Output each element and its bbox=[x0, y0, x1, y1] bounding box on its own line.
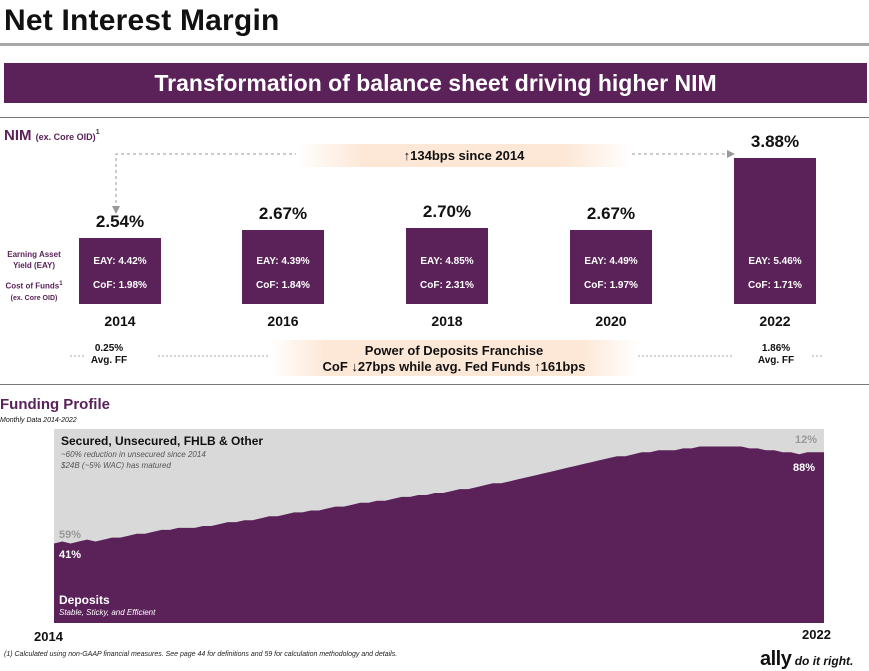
eay-label: EAY: 4.85% bbox=[420, 256, 474, 267]
deposits-callout-line1: Power of Deposits Franchise bbox=[364, 343, 544, 358]
eay-label: EAY: 4.49% bbox=[584, 256, 638, 267]
nim-bar bbox=[406, 228, 488, 304]
nim-bar bbox=[570, 230, 652, 304]
secured-note-1: ~60% reduction in unsecured since 2014 bbox=[61, 450, 206, 459]
nim-value-label: 2.67% bbox=[258, 204, 308, 224]
deposits-series-note: Stable, Sticky, and Efficient bbox=[59, 608, 156, 617]
eay-label: EAY: 5.46% bbox=[748, 256, 802, 267]
ff-right-value: 1.86% bbox=[761, 343, 791, 354]
eay-row-label: Earning Asset Yield (EAY) bbox=[4, 249, 64, 271]
start-deposit-pct: 41% bbox=[59, 549, 82, 561]
headline-banner-text: Transformation of balance sheet driving … bbox=[154, 70, 717, 96]
ff-left-value: 0.25% bbox=[94, 343, 124, 354]
deposits-series-title: Deposits bbox=[59, 593, 110, 607]
section-divider-bottom bbox=[0, 384, 869, 385]
section-divider-top bbox=[0, 117, 869, 118]
nim-value-label: 2.54% bbox=[95, 212, 145, 231]
eay-label: EAY: 4.42% bbox=[93, 256, 147, 267]
nim-year-label: 2016 bbox=[267, 313, 299, 329]
title-divider bbox=[0, 43, 869, 46]
nim-year-label: 2018 bbox=[431, 313, 463, 329]
nim-section-label: NIM (ex. Core OID)1 bbox=[4, 127, 100, 144]
nim-bar bbox=[734, 157, 816, 304]
ff-right: 1.86% Avg. FF bbox=[741, 343, 811, 367]
funding-end-year: 2022 bbox=[802, 627, 831, 642]
cof-row-label-line2: (ex. Core OID) bbox=[10, 294, 58, 302]
funding-profile-title: Funding Profile bbox=[0, 396, 110, 413]
cof-label: CoF: 1.98% bbox=[93, 280, 147, 291]
cof-row-label-line1: Cost of Funds1 bbox=[4, 279, 64, 292]
nim-bar bbox=[79, 238, 161, 304]
secured-note-2: $24B (~5% WAC) has matured bbox=[61, 461, 171, 470]
cof-label: CoF: 1.97% bbox=[584, 280, 638, 291]
start-other-pct: 59% bbox=[59, 529, 82, 541]
nim-label-note: (ex. Core OID) bbox=[35, 132, 96, 142]
eay-row-label-line2: Yield (EAY) bbox=[12, 261, 56, 270]
cof-label: CoF: 1.71% bbox=[748, 280, 802, 291]
deposits-callout-line2: CoF ↓27bps while avg. Fed Funds ↑161bps bbox=[322, 359, 586, 374]
page-title: Net Interest Margin bbox=[4, 4, 280, 37]
nim-value-label: 3.88% bbox=[750, 131, 800, 151]
nim-change-callout: ↑134bps since 2014 bbox=[296, 144, 632, 167]
cof-row-label-footnote-marker: 1 bbox=[59, 281, 63, 287]
ff-left-label: Avg. FF bbox=[90, 355, 128, 366]
ff-right-label: Avg. FF bbox=[757, 355, 795, 366]
funding-area-chart bbox=[54, 429, 824, 623]
ally-logo: ally do it right. bbox=[760, 648, 853, 671]
headline-banner: Transformation of balance sheet driving … bbox=[4, 63, 867, 103]
cof-row-label-text: Cost of Funds bbox=[5, 281, 60, 291]
nim-label-footnote-marker: 1 bbox=[95, 129, 100, 136]
cof-label: CoF: 1.84% bbox=[256, 280, 310, 291]
end-other-pct: 12% bbox=[795, 434, 818, 446]
ff-left: 0.25% Avg. FF bbox=[74, 343, 144, 367]
deposits-area bbox=[54, 446, 824, 623]
logo-tagline: do it right. bbox=[794, 654, 854, 668]
nim-year-label: 2020 bbox=[595, 313, 627, 329]
nim-label-text: NIM bbox=[4, 127, 32, 144]
nim-bar bbox=[242, 230, 324, 304]
eay-label: EAY: 4.39% bbox=[256, 256, 310, 267]
footnote: (1) Calculated using non-GAAP financial … bbox=[4, 651, 398, 658]
funding-profile-subtitle: Monthly Data 2014-2022 bbox=[0, 417, 77, 424]
cof-row-label: Cost of Funds1 (ex. Core OID) bbox=[4, 279, 64, 304]
nim-year-label: 2022 bbox=[759, 313, 791, 329]
deposits-franchise-callout: Power of Deposits Franchise CoF ↓27bps w… bbox=[270, 340, 638, 376]
nim-value-label: 2.67% bbox=[586, 204, 636, 224]
cof-label: CoF: 2.31% bbox=[420, 280, 474, 291]
funding-start-year: 2014 bbox=[34, 629, 63, 644]
nim-year-label: 2014 bbox=[104, 313, 136, 329]
end-deposit-pct: 88% bbox=[793, 462, 816, 474]
eay-row-label-line1: Earning Asset bbox=[7, 250, 61, 259]
nim-value-label: 2.70% bbox=[422, 202, 472, 222]
logo-word: ally bbox=[760, 648, 792, 670]
secured-series-title: Secured, Unsecured, FHLB & Other bbox=[61, 434, 264, 448]
